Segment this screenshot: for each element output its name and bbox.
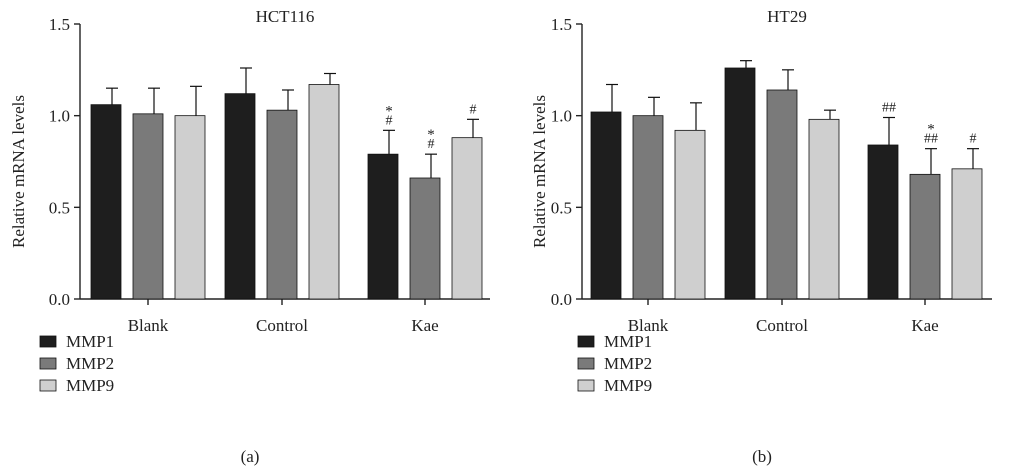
chart-panel-b: HT29 Relative mRNA levels 0.0 0.5 1.0 1.5 Blan… [530, 7, 992, 466]
y-tick-label: 0.0 [49, 290, 70, 309]
x-tick-label: Blank [128, 316, 169, 335]
legend-label: MMP9 [604, 376, 652, 395]
y-tick-label: 1.5 [551, 15, 572, 34]
legend-swatch [39, 357, 57, 370]
x-tick-label: Kae [911, 316, 938, 335]
significance-mark: # [970, 132, 977, 147]
bar [266, 109, 298, 300]
bar [367, 153, 399, 300]
y-tick-label: 1.0 [49, 107, 70, 126]
bar [674, 129, 706, 300]
significance-mark: # [428, 137, 435, 152]
chart-title: HT29 [767, 7, 807, 26]
bar [632, 115, 664, 300]
y-tick-label: 1.5 [49, 15, 70, 34]
bar [174, 115, 206, 300]
bar [909, 173, 941, 300]
significance-mark: # [386, 113, 393, 128]
legend-label: MMP2 [66, 354, 114, 373]
bar [451, 137, 483, 300]
chart-title: HCT116 [256, 7, 315, 26]
bar [132, 113, 164, 300]
y-axis-label: Relative mRNA levels [9, 95, 28, 248]
legend-swatch [39, 335, 57, 348]
legend-swatch [577, 335, 595, 348]
bar [90, 104, 122, 300]
significance-mark: * [927, 122, 935, 138]
bar [766, 89, 798, 300]
significance-mark: # [470, 102, 477, 117]
y-axis-label: Relative mRNA levels [530, 95, 549, 248]
bar [224, 93, 256, 300]
legend-swatch [39, 379, 57, 392]
chart-panel-a: HCT116 Relative mRNA levels 0.0 0.5 1.0 1.5 Bl… [9, 7, 490, 466]
x-tick-label: Blank [628, 316, 669, 335]
significance-mark: ## [882, 101, 896, 116]
legend-swatch [577, 357, 595, 370]
legend-label: MMP9 [66, 376, 114, 395]
bar [409, 177, 441, 300]
legend-label: MMP1 [604, 332, 652, 351]
y-tick-label: 1.0 [551, 107, 572, 126]
legend-label: MMP1 [66, 332, 114, 351]
y-tick-label: 0.0 [551, 290, 572, 309]
legend-label: MMP2 [604, 354, 652, 373]
bar [724, 67, 756, 300]
panel-label: (b) [752, 447, 772, 466]
bar [951, 168, 983, 300]
bar [590, 111, 622, 300]
x-tick-label: Control [756, 316, 808, 335]
y-tick-label: 0.5 [551, 198, 572, 217]
bar [308, 84, 340, 300]
bar [867, 144, 899, 300]
x-tick-label: Kae [411, 316, 438, 335]
bar [808, 118, 840, 300]
panel-label: (a) [241, 447, 260, 466]
significance-mark: * [385, 103, 393, 119]
y-tick-label: 0.5 [49, 198, 70, 217]
legend-swatch [577, 379, 595, 392]
significance-mark: * [427, 127, 435, 143]
significance-mark: ## [924, 132, 938, 147]
x-tick-label: Control [256, 316, 308, 335]
